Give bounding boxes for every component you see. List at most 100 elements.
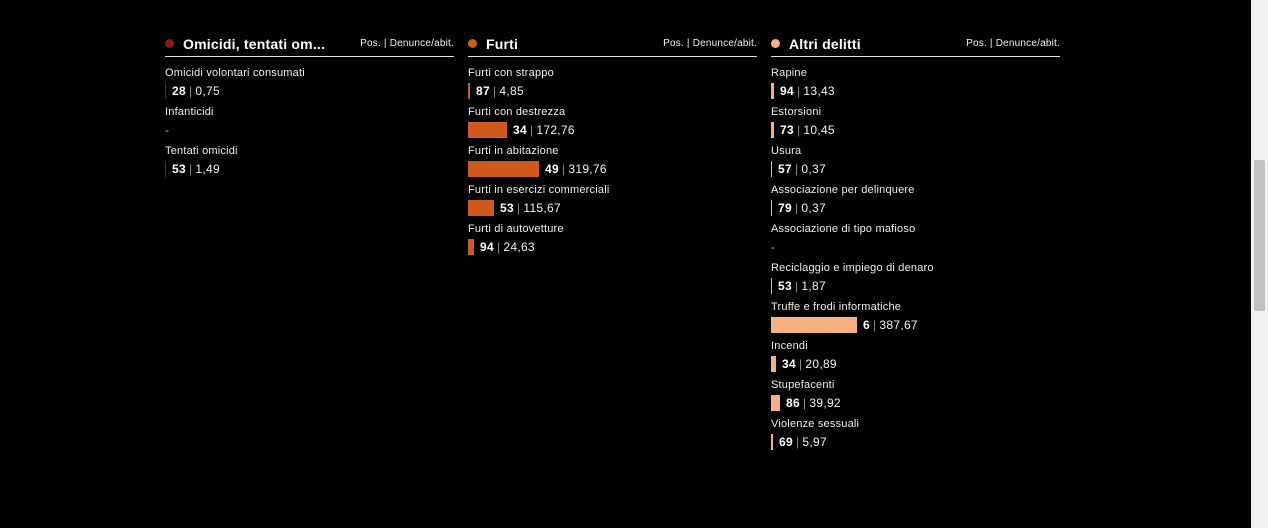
category-dot-icon (771, 39, 780, 48)
value-bar (468, 200, 494, 216)
crime-value-row: 86 | 39,92 (771, 395, 1060, 411)
crime-label: Furti di autovetture (468, 223, 564, 235)
rate-value: 0,75 (195, 84, 220, 98)
rate-value: 1,49 (195, 162, 220, 176)
crime-value-row: 6 | 387,67 (771, 317, 1060, 333)
value-bar (468, 239, 474, 255)
crime-item: Furti con strappo 87 | 4,85 (468, 67, 757, 99)
rate-value: 387,67 (879, 318, 918, 332)
category-column: Furti Pos. | Denunce/abit. Furti con str… (468, 36, 757, 457)
value-bar (468, 122, 507, 138)
rate-value: 4,85 (499, 84, 524, 98)
value-bar (771, 122, 774, 138)
position-value: 28 (172, 84, 186, 98)
column-title: Furti (486, 35, 519, 52)
position-value: 73 (780, 123, 794, 137)
category-dot-icon (165, 39, 174, 48)
units-legend: Pos. | Denunce/abit. (360, 38, 454, 49)
separator: | (496, 240, 501, 254)
vertical-scrollbar-track[interactable] (1251, 0, 1268, 528)
separator: | (796, 84, 801, 98)
category-dot-icon (468, 39, 477, 48)
crime-values: 28 | 0,75 (172, 84, 220, 98)
crime-item: Furti con destrezza 34 | 172,76 (468, 106, 757, 138)
position-value: 53 (778, 279, 792, 293)
crime-item: Reciclaggio e impiego di denaro 53 | 1,87 (771, 262, 1060, 294)
crime-value-row: - (771, 239, 1060, 255)
crime-label: Infanticidi (165, 106, 214, 118)
value-bar (771, 356, 776, 372)
crime-value-row: 94 | 24,63 (468, 239, 757, 255)
crime-values: 34 | 172,76 (513, 123, 575, 137)
separator: | (188, 162, 193, 176)
rate-value: 10,45 (803, 123, 835, 137)
crime-values: 49 | 319,76 (545, 162, 607, 176)
category-columns: Omicidi, tentati om... Pos. | Denunce/ab… (165, 36, 1060, 457)
crime-label: Omicidi volontari consumati (165, 67, 305, 79)
crime-item: Violenze sessuali 69 | 5,97 (771, 418, 1060, 450)
separator: | (516, 201, 521, 215)
crime-value-row: 94 | 13,43 (771, 83, 1060, 99)
value-bar (468, 83, 470, 99)
position-value: 53 (500, 201, 514, 215)
value-bar (771, 434, 773, 450)
no-data-dash: - (771, 240, 775, 254)
value-bar (771, 395, 780, 411)
rate-value: 20,89 (805, 357, 837, 371)
position-value: 57 (778, 162, 792, 176)
value-bar (468, 161, 539, 177)
crime-values: 34 | 20,89 (782, 357, 837, 371)
value-bar (771, 278, 772, 294)
column-title: Altri delitti (789, 35, 861, 52)
crime-value-row: 73 | 10,45 (771, 122, 1060, 138)
position-value: 49 (545, 162, 559, 176)
position-value: 94 (780, 84, 794, 98)
position-value: 87 (476, 84, 490, 98)
crime-values: 6 | 387,67 (863, 318, 918, 332)
units-legend: Pos. | Denunce/abit. (966, 38, 1060, 49)
crime-label: Reciclaggio e impiego di denaro (771, 262, 934, 274)
rate-value: 39,92 (809, 396, 841, 410)
no-data-dash: - (165, 123, 169, 137)
crime-values: 94 | 13,43 (780, 84, 835, 98)
category-column: Omicidi, tentati om... Pos. | Denunce/ab… (165, 36, 454, 457)
crime-value-row: 53 | 1,87 (771, 278, 1060, 294)
crime-values: 73 | 10,45 (780, 123, 835, 137)
rate-value: 115,67 (523, 201, 561, 215)
separator: | (795, 435, 800, 449)
column-title: Omicidi, tentati om... (183, 35, 326, 52)
crime-label: Associazione di tipo mafioso (771, 223, 916, 235)
category-column: Altri delitti Pos. | Denunce/abit. Rapin… (771, 36, 1060, 457)
position-value: 34 (513, 123, 527, 137)
units-legend: Pos. | Denunce/abit. (663, 38, 757, 49)
position-value: 6 (863, 318, 870, 332)
position-value: 86 (786, 396, 800, 410)
separator: | (798, 357, 803, 371)
crime-values: 53 | 1,87 (778, 279, 826, 293)
crime-item: Estorsioni 73 | 10,45 (771, 106, 1060, 138)
crime-item: Tentati omicidi 53 | 1,49 (165, 145, 454, 177)
column-header: Altri delitti Pos. | Denunce/abit. (771, 36, 1060, 57)
position-value: 34 (782, 357, 796, 371)
position-value: 53 (172, 162, 186, 176)
vertical-scrollbar-thumb[interactable] (1254, 160, 1265, 311)
separator: | (794, 162, 799, 176)
separator: | (872, 318, 877, 332)
separator: | (188, 84, 193, 98)
crime-value-row: 69 | 5,97 (771, 434, 1060, 450)
value-bar (771, 161, 772, 177)
crime-item: Stupefacenti 86 | 39,92 (771, 379, 1060, 411)
rate-value: 319,76 (568, 162, 607, 176)
separator: | (561, 162, 566, 176)
column-items: Furti con strappo 87 | 4,85 Furti con dest… (468, 57, 757, 255)
crime-value-row: 57 | 0,37 (771, 161, 1060, 177)
crime-label: Usura (771, 145, 802, 157)
rate-value: 172,76 (536, 123, 575, 137)
crime-item: Truffe e frodi informatiche 6 | 387,67 (771, 301, 1060, 333)
crime-value-row: - (165, 122, 454, 138)
crime-item: Associazione di tipo mafioso - (771, 223, 1060, 255)
crime-label: Furti con strappo (468, 67, 554, 79)
crime-label: Incendi (771, 340, 808, 352)
column-header: Furti Pos. | Denunce/abit. (468, 36, 757, 57)
rate-value: 1,87 (801, 279, 826, 293)
